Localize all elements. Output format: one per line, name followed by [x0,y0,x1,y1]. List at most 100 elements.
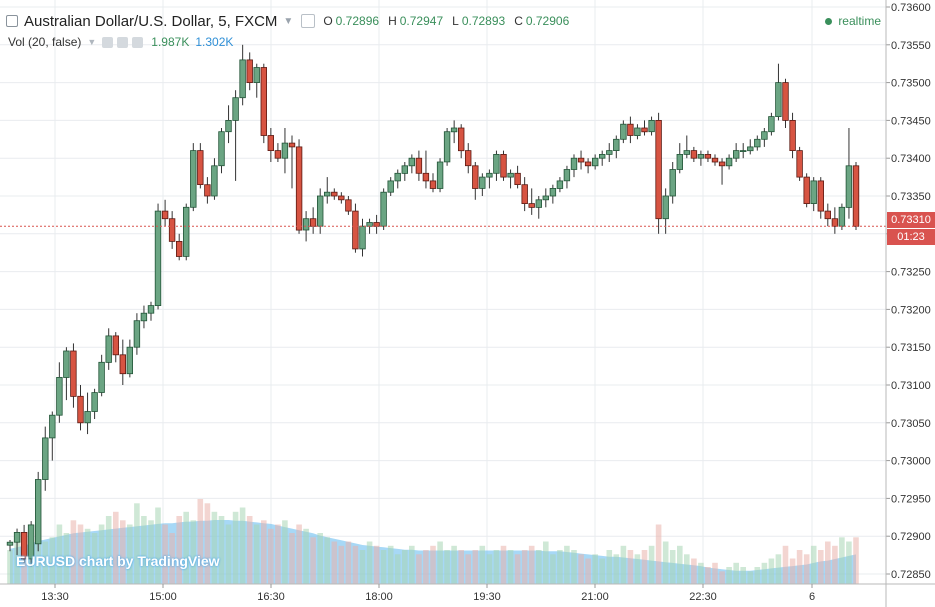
candle-body-up [42,437,49,480]
candle-body-up [542,195,549,201]
eye-icon[interactable] [102,36,114,48]
candle [521,177,528,212]
candle [168,211,176,249]
volume-bar [21,558,27,584]
candle [500,150,507,181]
candle-body-up [13,532,21,543]
candle [479,173,486,196]
candle-body-up [126,346,133,375]
candle [592,154,599,170]
candle-body-up [613,138,620,152]
settings-icon[interactable] [301,14,316,28]
candle [105,328,112,370]
candle-body-down [175,240,183,257]
volume-bar [846,541,852,584]
candle-body-up [740,150,747,153]
candle-body-down [161,210,169,220]
candle [77,385,84,431]
candle [246,52,253,91]
time-axis[interactable]: 13:30 15:00 16:30 18:00 19:30 21:00 22:30 6 [41,584,815,603]
candle [782,78,789,128]
volume-bar [225,524,232,584]
y-tick-label: 0.73600 [891,2,931,14]
candle-body-down [429,180,437,189]
candle [70,343,77,408]
candle [584,158,592,174]
candle-body-up [387,180,394,193]
candle [133,313,141,355]
candle-body-up [147,305,155,314]
candle [796,146,803,181]
candle [175,233,183,261]
candle [331,188,338,200]
candle-body-down [655,120,662,220]
candle-body-up [154,210,162,307]
volume-bar [162,524,168,584]
candle [267,128,274,162]
candle-body-up [6,541,14,546]
candle [13,528,21,556]
candle-body-up [408,157,415,167]
candle [84,392,91,435]
candle-body-up [535,199,542,208]
volume-bar [387,545,394,585]
volume-bar [169,533,175,584]
symbol-title[interactable]: Australian Dollar/U.S. Dollar, 5, FXCM [24,12,278,30]
gear-icon[interactable] [117,36,129,48]
candle [789,112,796,159]
volume-bar [507,550,514,584]
candle-body-up [443,131,451,163]
candle-body-up [105,335,112,363]
candle-body-up [133,320,141,348]
volume-bar [155,507,161,584]
candle [239,44,246,106]
volume-indicator-name[interactable]: Vol (20, false) [8,35,82,49]
y-tick-label: 0.73000 [891,456,931,468]
candle [56,362,63,423]
chevron-down-icon[interactable]: ▼ [87,37,97,47]
candle-body-down [831,218,839,227]
candle-body-up [436,161,444,189]
candle-body-up [747,146,754,152]
close-icon[interactable] [132,36,144,48]
volume-bar [373,545,380,585]
candle [831,207,839,234]
volume-bar [500,545,507,585]
volume-bar [437,541,443,584]
candle-body-down [260,67,267,136]
candle-body-down [274,150,282,159]
candle-body-down [627,123,634,136]
candle [20,524,28,563]
volume-bar [331,541,338,584]
price-candles [6,44,860,567]
countdown-tag: 01:23 [887,229,935,245]
volume-bar [113,511,119,585]
collapse-icon[interactable] [6,15,18,27]
chevron-down-icon[interactable]: ▼ [283,15,294,27]
volume-bar [409,545,415,585]
watermark[interactable]: EURUSD chart by TradingView [16,553,220,569]
candle-body-up [493,153,500,174]
candle-body-down [288,142,296,148]
volume-bar [543,541,549,584]
candle-body-up [140,312,148,322]
volume-bar [655,524,662,584]
candle-body-up [606,150,613,155]
candle-body-up [563,169,571,182]
close-value: 0.72906 [525,14,570,28]
candle-body-down [584,161,592,167]
y-tick-label: 0.73450 [891,115,931,127]
candle [380,188,387,230]
candle [648,116,655,136]
candle [803,173,810,208]
volume-bar [627,550,634,584]
candle-body-up [838,206,846,227]
candle [274,143,282,162]
volume-bar [705,567,711,584]
volume-bar [359,550,366,584]
candle [359,218,366,257]
candle [655,112,662,234]
y-tick-label: 0.73050 [891,418,931,430]
